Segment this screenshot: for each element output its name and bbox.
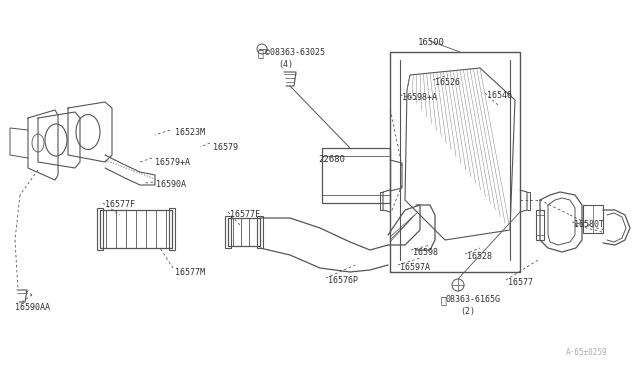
Text: 16579+A: 16579+A — [155, 158, 190, 167]
Text: 16590AA: 16590AA — [15, 303, 50, 312]
Text: 16577M: 16577M — [175, 268, 205, 277]
Text: 16528: 16528 — [467, 252, 492, 261]
Text: 16576P: 16576P — [328, 276, 358, 285]
Text: A·65±0259: A·65±0259 — [566, 348, 607, 357]
Text: 16598+A: 16598+A — [402, 93, 437, 102]
Text: ©08363-63025: ©08363-63025 — [265, 48, 325, 57]
Text: (2): (2) — [460, 307, 475, 316]
Text: 16597A: 16597A — [400, 263, 430, 272]
Bar — [169, 208, 175, 250]
Text: Ⓢ: Ⓢ — [258, 48, 264, 58]
Text: 16577F: 16577F — [105, 200, 135, 209]
Bar — [536, 210, 544, 240]
Text: (4): (4) — [278, 60, 293, 69]
Text: 16526: 16526 — [435, 78, 460, 87]
Text: 16500: 16500 — [418, 38, 445, 47]
Bar — [583, 205, 603, 233]
Text: 16580T: 16580T — [574, 220, 604, 229]
Text: 16577: 16577 — [508, 278, 533, 287]
Text: 08363-6165G: 08363-6165G — [445, 295, 500, 304]
Bar — [257, 216, 263, 248]
Text: 16579: 16579 — [213, 143, 238, 152]
Text: 16523M: 16523M — [175, 128, 205, 137]
Text: 16546: 16546 — [487, 91, 512, 100]
Text: 16598: 16598 — [413, 248, 438, 257]
Text: 16590A: 16590A — [156, 180, 186, 189]
Bar — [97, 208, 103, 250]
Text: Ⓢ: Ⓢ — [441, 295, 447, 305]
Bar — [390, 52, 520, 272]
Bar — [225, 216, 231, 248]
Text: 22680: 22680 — [318, 155, 345, 164]
Text: 16577F: 16577F — [230, 210, 260, 219]
